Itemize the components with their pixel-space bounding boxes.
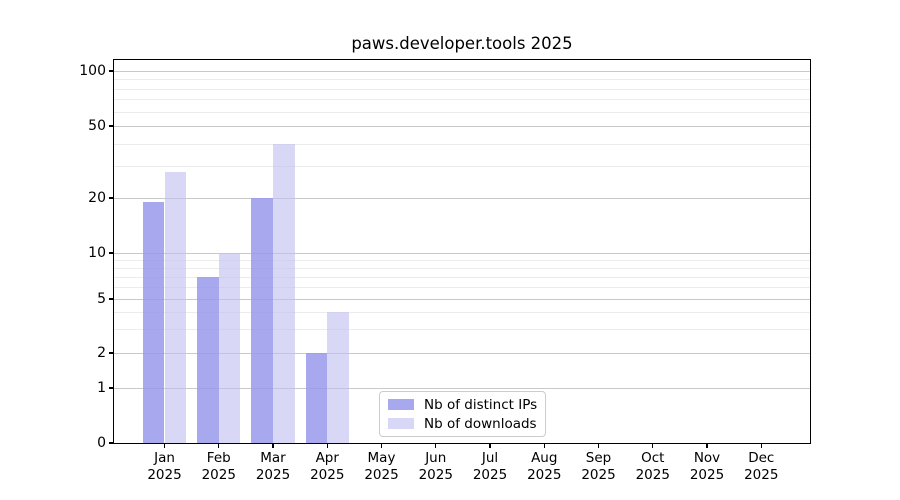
y-tick (109, 298, 114, 300)
x-tick-label: Jul 2025 (472, 450, 508, 483)
x-tick (272, 443, 274, 448)
bar-downloads-apr (327, 312, 349, 443)
y-tick (109, 442, 114, 444)
y-tick (109, 125, 114, 127)
x-tick (543, 443, 545, 448)
y-tick (109, 352, 114, 354)
y-tick-label: 5 (97, 291, 106, 307)
x-tick (489, 443, 491, 448)
y-tick-label: 50 (88, 118, 106, 134)
minor-gridline (114, 259, 810, 261)
x-tick-label: Nov 2025 (689, 450, 725, 483)
bar-distinct-ips-apr (305, 353, 328, 443)
legend-swatch-distinct-ips (388, 399, 414, 410)
minor-gridline (114, 267, 810, 269)
bar-distinct-ips-mar (251, 198, 273, 443)
x-tick-label: Aug 2025 (527, 450, 562, 483)
x-tick-label: Mar 2025 (255, 450, 291, 483)
major-gridline (114, 198, 810, 199)
y-tick (109, 252, 114, 254)
x-tick-label: Jan 2025 (147, 450, 182, 483)
x-tick (218, 443, 220, 448)
x-tick-label: Jun 2025 (418, 450, 453, 483)
bar-downloads-feb (218, 253, 241, 443)
bar-downloads-jan (164, 171, 187, 443)
x-tick (380, 443, 383, 448)
minor-gridline (114, 111, 810, 113)
major-gridline (114, 388, 810, 389)
y-tick (109, 197, 114, 199)
y-tick-label: 0 (97, 435, 106, 451)
y-tick-label: 100 (79, 63, 106, 79)
x-tick (326, 443, 328, 448)
y-tick (109, 70, 114, 72)
minor-gridline (114, 312, 810, 314)
minor-gridline (114, 99, 810, 101)
major-gridline (114, 126, 810, 127)
legend-item-downloads: Nb of downloads (388, 416, 537, 432)
y-tick-label: 2 (97, 345, 106, 361)
x-tick-label: Feb 2025 (201, 450, 236, 483)
minor-gridline (114, 166, 810, 168)
x-tick (597, 443, 600, 448)
x-tick (760, 443, 762, 448)
major-gridline (114, 353, 810, 354)
bar-downloads-mar (273, 143, 295, 443)
y-tick-label: 20 (88, 190, 106, 206)
minor-gridline (114, 329, 810, 331)
minor-gridline (114, 88, 810, 90)
legend: Nb of distinct IPs Nb of downloads (379, 391, 546, 437)
x-tick (163, 443, 166, 448)
major-gridline (114, 71, 810, 72)
x-tick-label: Dec 2025 (744, 450, 779, 483)
minor-gridline (114, 143, 810, 145)
x-tick (435, 443, 437, 448)
minor-gridline (114, 276, 810, 278)
y-tick (109, 387, 114, 389)
major-gridline (114, 253, 810, 254)
x-tick-label: Apr 2025 (310, 450, 345, 483)
x-tick (652, 443, 654, 448)
bar-distinct-ips-jan (142, 202, 165, 443)
legend-item-distinct-ips: Nb of distinct IPs (388, 397, 537, 413)
x-tick-label: Sep 2025 (581, 450, 616, 483)
y-tick-label: 10 (88, 245, 106, 261)
major-gridline (114, 299, 810, 300)
x-tick-label: Oct 2025 (635, 450, 670, 483)
chart-title: paws.developer.tools 2025 (351, 34, 573, 53)
x-tick-label: May 2025 (364, 450, 399, 483)
plot-area (114, 60, 810, 443)
legend-label-downloads: Nb of downloads (424, 415, 537, 432)
y-tick-label: 1 (97, 380, 106, 396)
minor-gridline (114, 79, 810, 81)
minor-gridline (114, 286, 810, 288)
bar-distinct-ips-feb (197, 276, 219, 443)
legend-label-distinct-ips: Nb of distinct IPs (424, 396, 538, 413)
legend-swatch-downloads (388, 418, 414, 429)
x-tick (706, 443, 708, 448)
